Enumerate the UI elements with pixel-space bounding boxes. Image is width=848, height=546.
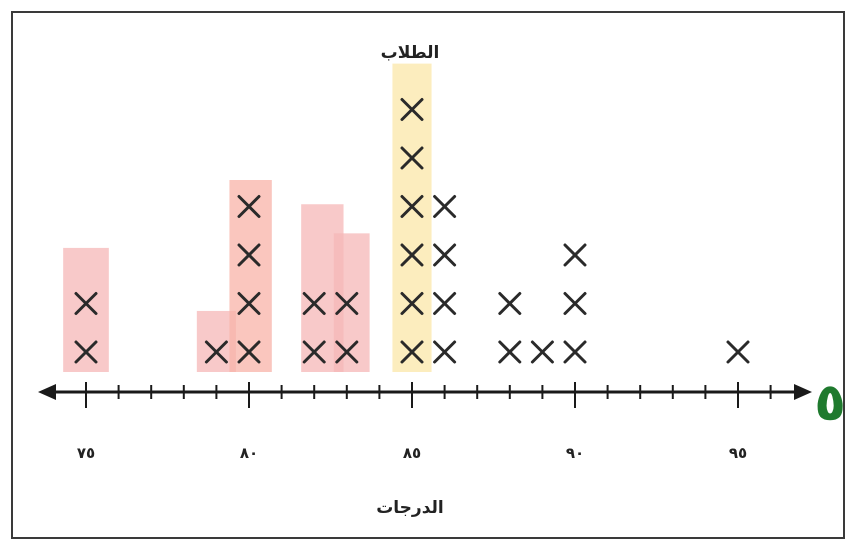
x-mark-stroke xyxy=(74,340,98,364)
x-mark-stroke xyxy=(433,292,457,315)
x-tick-label: ٨٠ xyxy=(240,444,258,462)
data-point-mark xyxy=(400,195,424,218)
x-mark-stroke xyxy=(400,146,424,170)
x-mark-stroke xyxy=(204,340,228,364)
x-mark-stroke xyxy=(400,340,424,364)
data-point-mark xyxy=(237,243,261,267)
x-mark-stroke xyxy=(498,340,522,364)
data-point-mark xyxy=(335,292,359,315)
data-point-mark xyxy=(498,340,522,364)
axis-ticks-layer xyxy=(85,382,772,408)
axis-tick-labels-layer: ٧٥ ٨٠ ٨٥ ٩٠ ٩٥ xyxy=(77,444,747,462)
data-point-mark xyxy=(530,340,554,364)
data-point-mark xyxy=(433,195,457,218)
data-point-mark xyxy=(433,243,457,267)
x-mark-stroke xyxy=(335,340,359,364)
data-point-mark xyxy=(498,292,522,315)
data-point-mark xyxy=(433,340,457,364)
data-point-mark xyxy=(563,292,587,315)
x-mark-stroke xyxy=(237,292,261,315)
data-point-mark xyxy=(400,340,424,364)
highlight-band xyxy=(392,63,432,372)
x-mark-stroke xyxy=(335,292,359,315)
highlight-band xyxy=(333,233,370,372)
data-point-mark xyxy=(335,340,359,364)
data-point-mark xyxy=(433,292,457,315)
x-mark-stroke xyxy=(563,292,587,315)
x-mark-stroke xyxy=(530,340,554,364)
data-point-mark xyxy=(400,146,424,170)
data-marks-layer xyxy=(74,98,750,364)
data-point-mark xyxy=(563,243,587,267)
x-tick-label: ٧٥ xyxy=(77,444,95,462)
x-mark-stroke xyxy=(400,292,424,315)
x-mark-stroke xyxy=(433,340,457,364)
x-mark-stroke xyxy=(433,243,457,267)
data-point-mark xyxy=(726,340,750,364)
data-point-mark xyxy=(563,340,587,364)
x-tick-label: ٨٥ xyxy=(403,444,421,462)
data-point-mark xyxy=(237,340,261,364)
x-mark-stroke xyxy=(498,292,522,315)
x-mark-stroke xyxy=(400,195,424,218)
data-point-mark xyxy=(302,292,326,315)
highlight-band xyxy=(196,310,236,372)
data-point-mark xyxy=(400,243,424,267)
data-point-mark xyxy=(302,340,326,364)
x-mark-stroke xyxy=(237,243,261,267)
x-mark-stroke xyxy=(400,98,424,121)
data-point-mark xyxy=(204,340,228,364)
x-mark-stroke xyxy=(237,340,261,364)
chart-title: الطلاب xyxy=(381,43,440,63)
highlight-band-layer xyxy=(63,63,432,372)
x-tick-label: ٩٠ xyxy=(566,444,584,462)
data-point-mark xyxy=(400,98,424,121)
data-point-mark xyxy=(74,340,98,364)
x-mark-stroke xyxy=(237,195,261,218)
data-point-mark xyxy=(237,292,261,315)
x-mark-stroke xyxy=(302,292,326,315)
x-mark-stroke xyxy=(563,340,587,364)
margin-annotation: ٥ xyxy=(814,373,846,433)
highlight-band xyxy=(229,180,272,372)
data-point-mark xyxy=(237,195,261,218)
x-axis-label: الدرجات xyxy=(376,498,444,518)
data-point-mark xyxy=(400,292,424,315)
x-mark-stroke xyxy=(302,340,326,364)
x-mark-stroke xyxy=(74,292,98,315)
x-mark-stroke xyxy=(563,243,587,267)
axis-arrow-left-icon xyxy=(38,384,56,400)
x-tick-label: ٩٥ xyxy=(729,444,747,462)
axis-arrow-right-icon xyxy=(794,384,812,400)
data-point-mark xyxy=(74,292,98,315)
x-mark-stroke xyxy=(400,243,424,267)
x-mark-stroke xyxy=(433,195,457,218)
x-mark-stroke xyxy=(726,340,750,364)
